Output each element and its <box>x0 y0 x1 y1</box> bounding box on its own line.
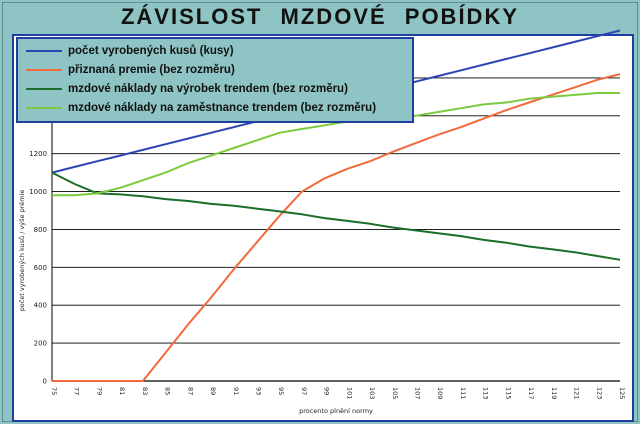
x-tick-label: 99 <box>323 387 331 395</box>
x-tick-label: 97 <box>300 387 308 395</box>
legend-swatch <box>26 69 62 71</box>
x-tick-label: 111 <box>459 387 467 399</box>
x-tick-label: 89 <box>209 387 217 395</box>
legend-item-vyrobene-kusy: počet vyrobených kusů (kusy) <box>26 43 234 59</box>
x-tick-label: 123 <box>595 387 603 399</box>
y-tick-label: 0 <box>43 378 47 386</box>
legend-swatch <box>26 107 62 109</box>
x-tick-label: 83 <box>141 387 149 395</box>
legend-item-naklady-vyrobek: mzdové náklady na výrobek trendem (bez r… <box>26 81 348 97</box>
y-tick-label: 200 <box>34 340 47 348</box>
x-tick-label: 109 <box>436 387 444 399</box>
series-line-1 <box>52 73 621 382</box>
x-tick-label: 75 <box>50 387 58 395</box>
x-tick-label: 77 <box>73 387 81 395</box>
x-tick-label: 95 <box>277 387 285 395</box>
legend-swatch <box>26 88 62 90</box>
legend-label: počet vyrobených kusů (kusy) <box>68 45 234 57</box>
x-tick-label: 85 <box>164 387 172 395</box>
x-tick-label: 101 <box>345 387 353 399</box>
legend: počet vyrobených kusů (kusy) přiznaná pr… <box>16 37 414 123</box>
y-tick-label: 400 <box>34 302 47 310</box>
x-tick-label: 117 <box>527 387 535 399</box>
x-tick-label: 87 <box>186 387 194 395</box>
x-tick-label: 81 <box>118 387 126 395</box>
x-tick-label: 121 <box>573 387 581 399</box>
legend-item-premie: přiznaná premie (bez rozměru) <box>26 62 235 78</box>
y-tick-label: 600 <box>34 264 47 272</box>
legend-label: mzdové náklady na zaměstnance trendem (b… <box>68 102 377 114</box>
y-axis-label: počet vyrobených kusů / výše prémie <box>18 190 26 312</box>
y-tick-label: 1000 <box>29 188 47 196</box>
legend-swatch <box>26 50 62 52</box>
x-tick-label: 93 <box>254 387 262 395</box>
x-tick-label: 105 <box>391 387 399 399</box>
y-tick-label: 1200 <box>29 150 47 158</box>
chart-title: ZÁVISLOST MZDOVÉ POBÍDKY <box>120 4 520 29</box>
series-line-3 <box>52 92 620 197</box>
x-axis-label: procento plnění normy <box>299 407 373 415</box>
x-tick-label: 91 <box>232 387 240 395</box>
x-tick-label: 119 <box>550 387 558 399</box>
legend-label: mzdové náklady na výrobek trendem (bez r… <box>68 83 348 95</box>
series-line-2 <box>51 171 621 261</box>
series-lines <box>51 29 621 382</box>
legend-item-naklady-zamestnance: mzdové náklady na zaměstnance trendem (b… <box>26 100 376 116</box>
y-tick-label: 800 <box>34 226 47 234</box>
x-tick-label: 115 <box>504 387 512 399</box>
x-tick-label: 113 <box>482 387 490 399</box>
x-tick-label: 103 <box>368 387 376 399</box>
x-tick-label: 79 <box>95 387 103 395</box>
x-tick-labels: 75 77 79 81 83 85 87 89 91 93 95 97 99 101 103 105 107 10… <box>50 387 626 399</box>
x-tick-label: 107 <box>414 387 422 399</box>
x-tick-label: 125 <box>618 387 626 399</box>
legend-label: přiznaná premie (bez rozměru) <box>68 64 235 76</box>
